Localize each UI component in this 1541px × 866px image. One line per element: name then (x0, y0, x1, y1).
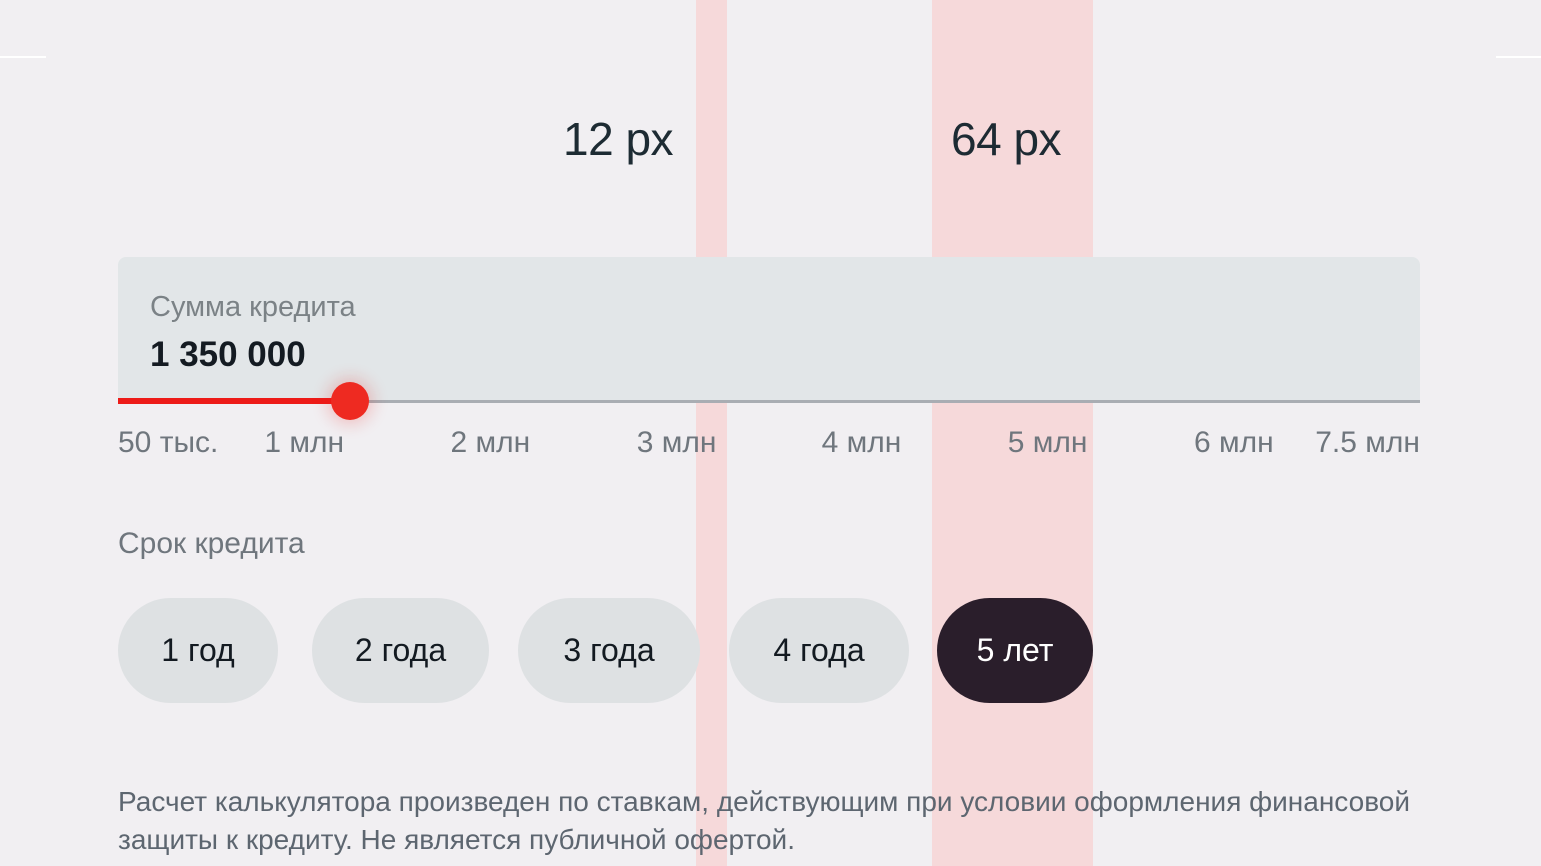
scale-tick-label: 50 тыс. (118, 426, 219, 459)
scale-tick-label: 4 млн (821, 426, 902, 459)
divider-segment-right (1496, 56, 1541, 58)
scale-tick-label: 7.5 млн (1315, 426, 1420, 459)
loan-term-option[interactable]: 5 лет (937, 598, 1093, 703)
loan-term-label: Срок кредита (118, 527, 305, 560)
divider-segment-left (0, 56, 46, 58)
slider-track[interactable] (118, 400, 1420, 403)
loan-amount-label: Сумма кредита (150, 291, 356, 323)
calculator-footnote: Расчет калькулятора произведен по ставка… (118, 786, 1410, 856)
loan-amount-slider[interactable] (118, 382, 1420, 420)
guide-band-narrow (696, 0, 727, 866)
scale-tick-label: 6 млн (1193, 426, 1274, 459)
loan-term-option[interactable]: 3 года (518, 598, 700, 703)
scale-tick-label: 1 млн (264, 426, 345, 459)
slider-fill (118, 398, 350, 404)
loan-amount-field[interactable]: Сумма кредита 1 350 000 (118, 257, 1420, 400)
scale-tick-label: 3 млн (636, 426, 717, 459)
loan-amount-value[interactable]: 1 350 000 (150, 335, 306, 374)
loan-term-option[interactable]: 1 год (118, 598, 278, 703)
guide-label-narrow: 12 px (563, 113, 674, 165)
scale-tick-label: 5 млн (1007, 426, 1088, 459)
loan-term-option[interactable]: 2 года (312, 598, 489, 703)
guide-label-wide: 64 px (951, 113, 1062, 165)
guide-band-wide (932, 0, 1093, 866)
loan-amount-scale: 50 тыс. 1 млн 2 млн 3 млн 4 млн 5 млн 6 млн 7.5… (118, 428, 1420, 468)
slider-handle[interactable] (330, 382, 369, 420)
loan-term-option[interactable]: 4 года (729, 598, 909, 703)
scale-tick-label: 2 млн (450, 426, 531, 459)
